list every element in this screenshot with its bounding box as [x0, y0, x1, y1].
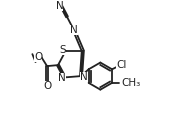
Text: O: O: [43, 81, 51, 91]
Text: N: N: [58, 73, 66, 83]
Text: N: N: [80, 72, 88, 82]
Text: CH₃: CH₃: [122, 78, 141, 88]
Text: Cl: Cl: [116, 60, 126, 70]
Text: O: O: [34, 52, 42, 62]
Text: S: S: [59, 45, 66, 55]
Text: N: N: [70, 25, 78, 35]
Text: N: N: [56, 1, 63, 11]
